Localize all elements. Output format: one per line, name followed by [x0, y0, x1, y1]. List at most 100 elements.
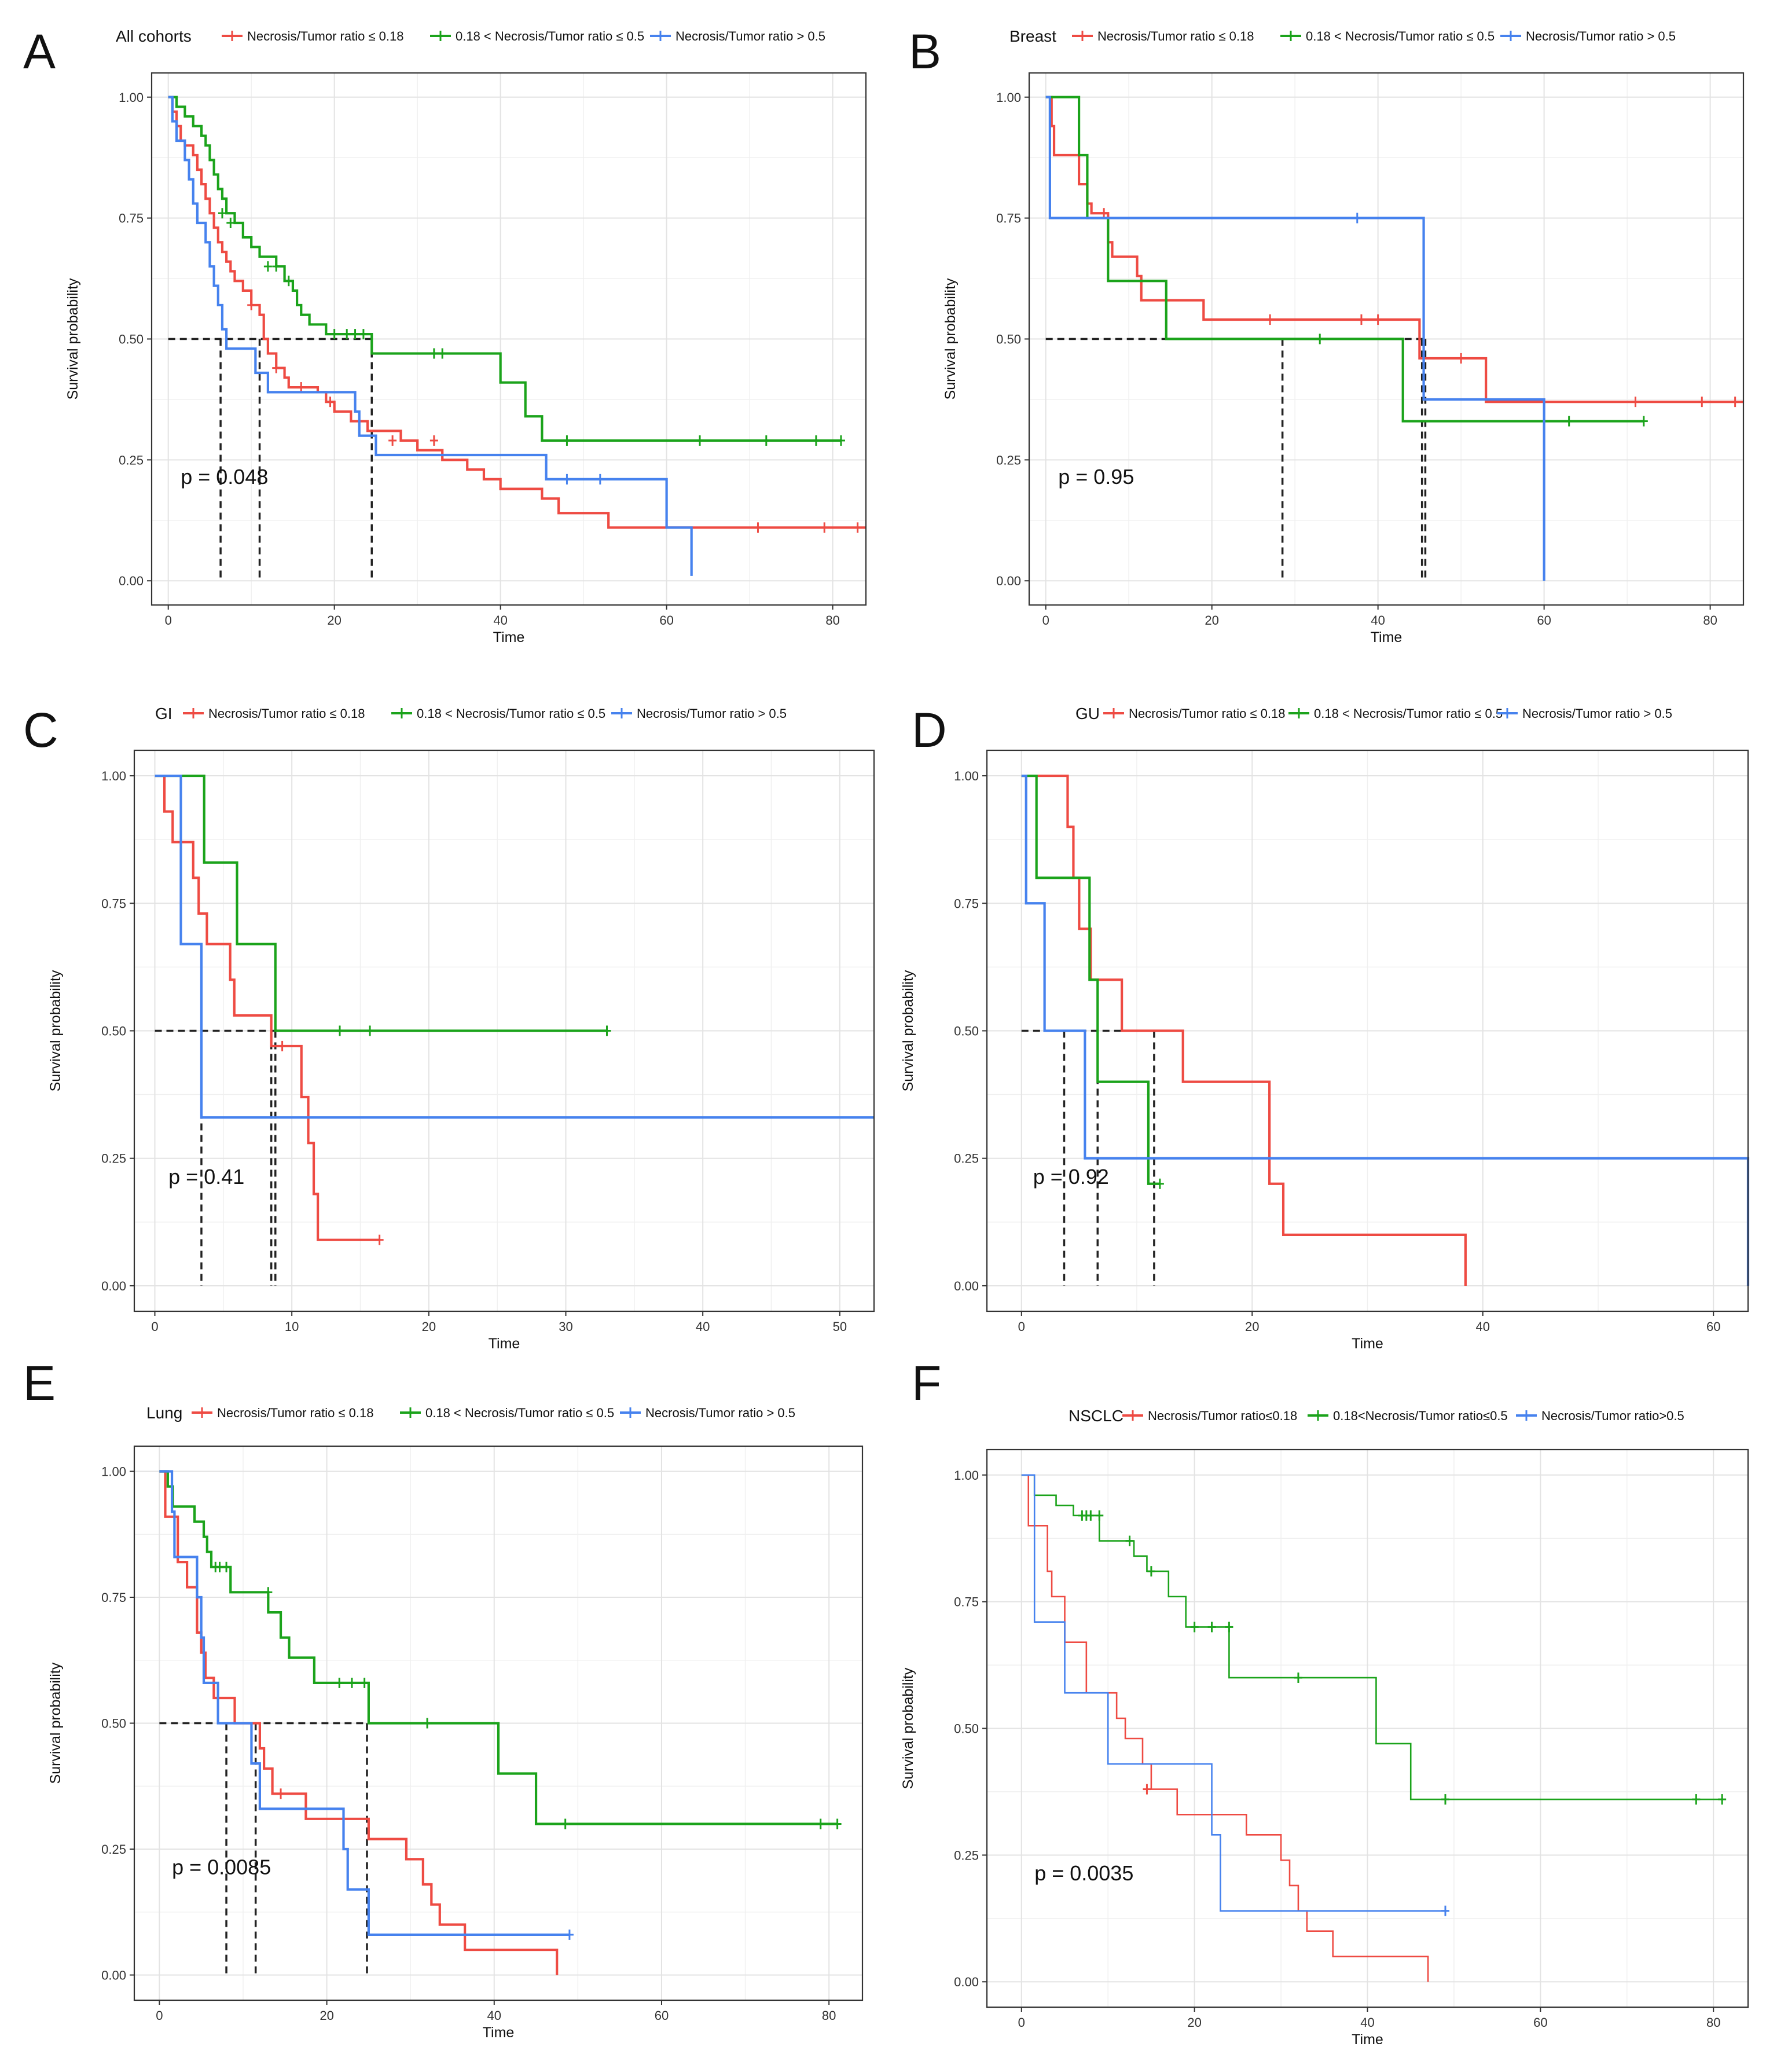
plot-border: [133, 1445, 864, 2001]
y-tick-label: 1.00: [954, 1468, 979, 1483]
axes: 0 20 40 60 80 0.00 0.25 0.50 0.75 1.00 Time Surviva…: [900, 1468, 1720, 2048]
axes: 0 20 40 60 0.00 0.25 0.50 0.75 1.00 Time Survival …: [900, 769, 1720, 1352]
x-tick-label: 40: [1360, 2015, 1374, 2030]
x-tick-label: 0: [1018, 2015, 1025, 2030]
x-tick-label: 0: [1042, 613, 1049, 628]
axes: 0 20 40 60 80 0.00 0.25 0.50 0.75 1.00 Time Surviva…: [942, 90, 1717, 646]
km-series: [1045, 96, 1648, 427]
panel-A: A All cohorts Necrosis/Tumor ratio ≤ 0.18 0…: [23, 24, 867, 646]
y-tick-label: 0.75: [954, 896, 979, 911]
y-tick-label: 1.00: [101, 769, 126, 783]
legend: GI Necrosis/Tumor ratio ≤ 0.18 0.18 < Necr…: [155, 705, 787, 723]
legend-entry: Necrosis/Tumor ratio≤0.18: [1148, 1409, 1297, 1423]
km-curve: [1021, 774, 1467, 1286]
legend-title: Breast: [1009, 27, 1056, 45]
x-tick-label: 80: [1703, 613, 1717, 628]
km-series: [155, 774, 384, 1245]
p-value-label: p = 0.048: [181, 465, 268, 489]
km-series: [1021, 774, 1164, 1189]
panel-letter: D: [912, 703, 947, 757]
legend-entry: Necrosis/Tumor ratio ≤ 0.18: [217, 1406, 373, 1420]
y-axis-label: Survival probability: [900, 970, 916, 1091]
km-curve: [159, 1470, 570, 1936]
km-series: [1021, 1474, 1727, 1805]
y-tick-label: 0.00: [119, 574, 144, 588]
x-tick-label: 0: [1018, 1319, 1025, 1334]
x-axis-label: Time: [489, 1336, 520, 1352]
plot-border: [986, 749, 1749, 1312]
x-axis-label: Time: [483, 2025, 515, 2041]
x-tick-label: 50: [833, 1319, 847, 1334]
legend-entry: Necrosis/Tumor ratio > 0.5: [675, 29, 825, 43]
y-tick-label: 0.50: [119, 332, 144, 347]
panel-C: C GI Necrosis/Tumor ratio ≤ 0.18 0.18 < Nec…: [23, 703, 875, 1352]
km-series: [159, 1470, 842, 1829]
median-lines: [159, 1722, 368, 1975]
km-curve: [1045, 96, 1644, 423]
x-tick-label: 40: [493, 613, 507, 628]
x-tick-label: 60: [1706, 1319, 1720, 1334]
legend-title: Lung: [146, 1404, 182, 1422]
km-curve: [1021, 774, 1750, 1286]
axes: 0 20 40 60 80 0.00 0.25 0.50 0.75 1.00 Time Surviva…: [65, 90, 840, 646]
km-series: [155, 774, 611, 1036]
grid: [134, 750, 874, 1311]
y-tick-label: 0.25: [101, 1842, 126, 1857]
km-series: [1045, 96, 1545, 581]
median-lines: [168, 338, 373, 581]
km-series: [1021, 774, 1750, 1286]
legend-entry: Necrosis/Tumor ratio > 0.5: [1526, 29, 1676, 43]
legend-entry: Necrosis/Tumor ratio > 0.5: [637, 706, 787, 721]
panel-D: D GU Necrosis/Tumor ratio ≤ 0.18 0.18 < Nec…: [900, 703, 1750, 1352]
x-tick-label: 20: [422, 1319, 436, 1334]
y-tick-label: 0.75: [996, 211, 1021, 226]
y-tick-label: 0.25: [101, 1151, 126, 1166]
legend-entry: Necrosis/Tumor ratio>0.5: [1541, 1409, 1684, 1423]
panel-letter: E: [23, 1356, 56, 1410]
km-curve: [1045, 96, 1545, 581]
x-tick-label: 60: [1537, 613, 1551, 628]
p-value-label: p = 0.0035: [1034, 1861, 1133, 1885]
km-curve: [155, 774, 607, 1032]
x-tick-label: 0: [151, 1319, 158, 1334]
p-value-label: p = 0.0085: [172, 1855, 271, 1879]
y-axis-label: Survival probability: [65, 278, 81, 399]
y-tick-label: 1.00: [954, 769, 979, 783]
legend-entry: 0.18 < Necrosis/Tumor ratio ≤ 0.5: [1306, 29, 1495, 43]
y-tick-label: 0.25: [119, 453, 144, 467]
x-axis-label: Time: [493, 629, 525, 646]
legend: NSCLC Necrosis/Tumor ratio≤0.18 0.18<Necro…: [1069, 1407, 1684, 1425]
plot-border: [150, 72, 867, 606]
km-series: [1045, 96, 1743, 408]
plot-border: [133, 749, 875, 1312]
y-tick-label: 0.00: [101, 1968, 126, 1983]
x-axis-label: Time: [1352, 2031, 1383, 2048]
x-tick-label: 60: [655, 2008, 669, 2023]
y-tick-label: 0.25: [954, 1151, 979, 1166]
p-value-label: p = 0.92: [1033, 1165, 1109, 1189]
km-series: [155, 774, 874, 1119]
legend-entry: Necrosis/Tumor ratio > 0.5: [645, 1406, 795, 1420]
y-tick-label: 0.75: [119, 211, 144, 226]
panel-letter: B: [909, 24, 941, 79]
km-series: [168, 96, 693, 576]
legend-entry: Necrosis/Tumor ratio > 0.5: [1522, 706, 1672, 721]
plot-border: [986, 1448, 1749, 2008]
legend: GU Necrosis/Tumor ratio ≤ 0.18 0.18 < Necr…: [1075, 705, 1672, 723]
km-curve: [1045, 96, 1743, 404]
legend-title: NSCLC: [1069, 1407, 1124, 1425]
x-tick-label: 80: [1706, 2015, 1720, 2030]
km-curve: [1021, 1474, 1723, 1800]
p-value-label: p = 0.95: [1058, 465, 1134, 489]
panel-F: F NSCLC Necrosis/Tumor ratio≤0.18 0.18<Necr…: [900, 1356, 1749, 2048]
panel-B: B Breast Necrosis/Tumor ratio ≤ 0.18 0.18 <…: [909, 24, 1745, 646]
x-tick-label: 0: [165, 613, 172, 628]
y-axis-label: Survival probability: [942, 278, 959, 399]
km-series: [159, 1470, 574, 1940]
x-tick-label: 20: [1205, 613, 1218, 628]
legend-entry: 0.18<Necrosis/Tumor ratio≤0.5: [1333, 1409, 1508, 1423]
x-tick-label: 0: [156, 2008, 163, 2023]
km-series: [168, 96, 866, 533]
y-tick-label: 0.75: [954, 1595, 979, 1609]
